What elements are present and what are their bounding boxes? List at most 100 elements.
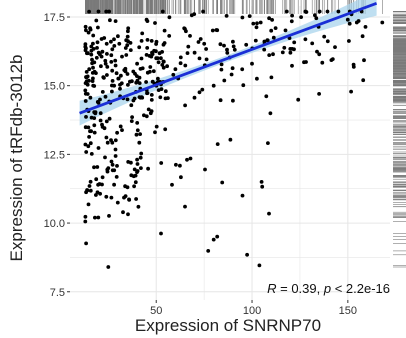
data-point — [110, 140, 115, 145]
data-point — [313, 13, 317, 18]
data-point — [171, 72, 176, 77]
data-point — [88, 141, 93, 146]
data-point — [98, 191, 102, 196]
data-point — [380, 20, 385, 25]
data-point — [260, 184, 265, 189]
regression-line — [79, 1, 378, 115]
data-point — [310, 41, 315, 46]
data-point — [112, 168, 117, 173]
data-point — [149, 39, 154, 43]
data-point — [123, 46, 128, 50]
data-point — [84, 241, 88, 246]
data-point — [86, 30, 91, 35]
data-point — [98, 97, 102, 102]
data-point — [105, 140, 110, 145]
data-point — [85, 82, 90, 87]
data-point — [137, 95, 142, 99]
data-point — [154, 124, 159, 129]
data-point — [122, 68, 127, 72]
data-point — [200, 87, 205, 92]
data-point — [158, 95, 163, 100]
data-point — [87, 184, 92, 188]
data-point — [292, 40, 297, 45]
data-point — [167, 15, 172, 20]
y-axis-title: Expression of tRFdb-3012b — [7, 55, 26, 262]
data-point — [132, 184, 137, 189]
data-point — [317, 52, 322, 57]
data-point — [255, 76, 259, 81]
data-point — [219, 67, 224, 72]
data-point — [178, 55, 183, 60]
data-point — [83, 125, 88, 130]
data-point — [100, 90, 105, 94]
data-point — [240, 67, 245, 72]
data-point — [129, 173, 134, 178]
data-point — [267, 211, 271, 216]
data-point — [145, 19, 150, 23]
data-point — [117, 41, 122, 46]
data-point — [159, 56, 163, 61]
data-point — [126, 26, 131, 31]
data-point — [273, 26, 278, 30]
data-point — [91, 33, 96, 38]
data-point — [119, 73, 123, 78]
data-point — [149, 98, 154, 102]
data-point — [116, 76, 121, 81]
data-point — [197, 56, 202, 61]
data-point — [156, 60, 161, 65]
data-point — [282, 45, 287, 50]
data-point — [165, 64, 170, 69]
data-point — [186, 44, 191, 49]
data-point — [113, 154, 118, 158]
data-point — [91, 65, 95, 70]
data-point — [107, 116, 112, 121]
data-point — [107, 9, 111, 14]
data-point — [154, 39, 159, 44]
data-point — [121, 210, 125, 215]
data-point — [125, 34, 130, 39]
data-point — [360, 34, 365, 39]
data-point — [118, 82, 122, 87]
data-point — [225, 51, 230, 55]
data-point — [96, 146, 101, 150]
data-point — [103, 94, 108, 99]
x-tick-label: 50 — [150, 305, 162, 317]
data-point — [356, 19, 361, 23]
data-point — [124, 53, 129, 57]
data-point — [183, 204, 187, 209]
data-point — [83, 48, 88, 53]
data-point — [127, 198, 132, 202]
data-point — [137, 45, 142, 50]
data-point — [174, 162, 178, 167]
data-point — [161, 42, 166, 47]
data-point — [126, 212, 130, 217]
data-point — [145, 38, 150, 42]
data-point — [114, 71, 119, 76]
data-point — [112, 182, 116, 187]
data-point — [317, 92, 321, 96]
data-point — [166, 96, 170, 100]
data-point — [120, 54, 124, 59]
data-point — [149, 93, 154, 97]
data-point — [98, 118, 103, 123]
data-point — [232, 47, 237, 52]
data-point — [139, 39, 144, 43]
data-point — [93, 110, 98, 114]
data-point — [159, 161, 164, 165]
data-point — [84, 75, 89, 80]
data-point — [110, 83, 114, 88]
data-point — [131, 69, 136, 74]
data-point — [351, 65, 356, 69]
data-point — [215, 142, 220, 147]
p-value: < 2.2e-16 — [331, 281, 390, 296]
data-point — [139, 151, 144, 156]
data-point — [140, 31, 145, 36]
data-point — [145, 46, 150, 50]
data-point — [299, 15, 303, 19]
data-point — [325, 9, 330, 14]
data-point — [349, 89, 353, 94]
data-point — [196, 40, 201, 44]
data-point — [83, 99, 88, 103]
data-point — [363, 25, 368, 29]
data-point — [228, 137, 233, 142]
